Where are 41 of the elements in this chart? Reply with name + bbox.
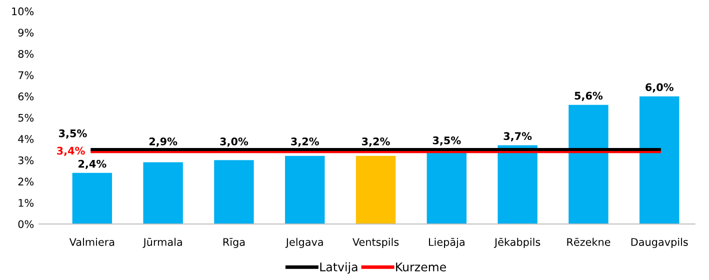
- bar: [498, 145, 538, 224]
- bar: [568, 104, 608, 224]
- x-tick-label: Valmiera: [69, 238, 114, 246]
- legend-label: Kurzeme: [396, 262, 446, 272]
- y-tick-label: 0%: [18, 220, 34, 228]
- y-tick-label: 9%: [18, 28, 34, 37]
- y-tick-label: 4%: [18, 135, 34, 143]
- y-tick-label: 3%: [18, 156, 34, 164]
- bar: [356, 156, 396, 224]
- x-tick-label: Jēkabpils: [494, 238, 540, 248]
- bar: [72, 172, 112, 224]
- bar: [285, 156, 325, 224]
- data-label: 3,7%: [504, 132, 532, 142]
- x-tick-label: Jelgava: [285, 238, 323, 248]
- bar: [640, 96, 680, 224]
- y-tick-label: 6%: [18, 92, 34, 100]
- data-label: 3,0%: [220, 137, 248, 147]
- bar: [214, 160, 254, 224]
- x-tick-label: Ventspils: [352, 238, 399, 248]
- data-label: 3,2%: [362, 137, 390, 147]
- bar: [143, 162, 183, 224]
- x-tick-label: Rīga: [223, 238, 245, 248]
- data-label: 3,2%: [291, 137, 319, 147]
- x-tick-label: Liepāja: [429, 238, 464, 248]
- legend-label: Latvija: [320, 262, 358, 274]
- data-label: 5,6%: [574, 92, 603, 101]
- y-tick-label: 10%: [12, 7, 34, 16]
- data-label: 3,5%: [432, 136, 461, 146]
- x-tick-label: Daugavpils: [631, 238, 688, 248]
- y-tick-label: 1%: [18, 198, 34, 207]
- y-tick-label: 7%: [18, 71, 34, 80]
- data-label: 3,4%: [57, 146, 85, 156]
- data-label: 6,0%: [646, 83, 674, 92]
- x-tick-label: Rēzekne: [567, 238, 610, 246]
- y-tick-label: 5%: [18, 114, 34, 122]
- data-label: 2,4%: [78, 160, 106, 170]
- x-tick-label: Jūrmala: [142, 238, 182, 248]
- data-label: 2,9%: [149, 137, 178, 147]
- y-tick-label: 8%: [18, 50, 34, 58]
- y-tick-label: 2%: [18, 178, 34, 186]
- data-label: 3,5%: [58, 129, 87, 139]
